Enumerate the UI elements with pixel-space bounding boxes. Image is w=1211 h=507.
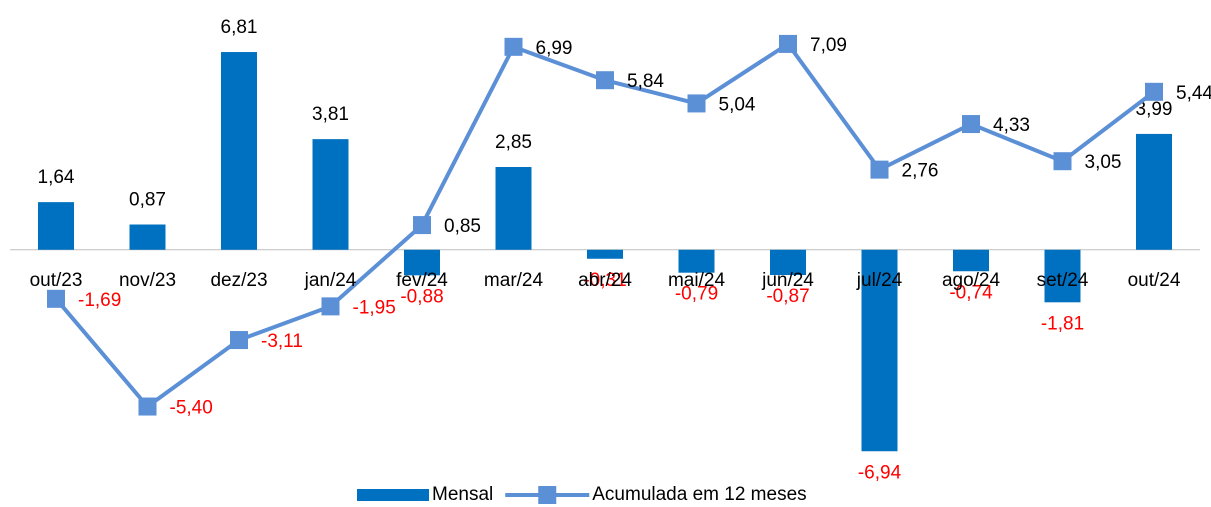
- line-value-label: 5,44: [1176, 83, 1211, 104]
- bar: [678, 249, 715, 273]
- line-value-label: 3,05: [1085, 152, 1122, 173]
- x-tick-label: out/24: [1128, 270, 1181, 291]
- x-tick-label: out/23: [30, 270, 83, 291]
- bar-value-label: -0,31: [583, 270, 626, 291]
- bar: [312, 139, 349, 250]
- line-marker: [870, 160, 889, 179]
- line-marker: [138, 397, 157, 416]
- legend-swatch: [357, 489, 429, 501]
- x-tick-label: mai/24: [668, 270, 725, 291]
- x-tick-label: set/24: [1037, 270, 1089, 291]
- bar: [861, 249, 898, 452]
- bar-value-label: -0,87: [766, 286, 809, 307]
- line-marker: [413, 216, 431, 235]
- line-marker: [1145, 82, 1163, 101]
- bar: [129, 224, 166, 250]
- bar-value-label: -0,79: [675, 284, 718, 305]
- x-tick-label: jul/24: [856, 270, 903, 291]
- line-value-label: -3,11: [261, 331, 303, 352]
- line-value-label: 0,85: [444, 216, 481, 237]
- bar-value-label: -6,94: [858, 462, 902, 483]
- line-marker: [504, 37, 523, 56]
- bar-value-label: -1,81: [1041, 313, 1084, 334]
- line-marker: [687, 94, 706, 113]
- line-marker: [47, 289, 65, 308]
- line-value-label: 4,33: [993, 115, 1030, 136]
- bar-value-label: 0,87: [129, 190, 166, 211]
- bar: [587, 249, 623, 259]
- bar: [1044, 249, 1081, 303]
- line-marker: [230, 331, 248, 350]
- bar-value-label: 3,81: [312, 104, 349, 125]
- x-tick-label: nov/23: [119, 270, 176, 291]
- bar-value-label: 3,99: [1136, 99, 1173, 120]
- line: [54, 41, 1156, 410]
- bar-value-label: -0,74: [949, 282, 993, 303]
- line-marker: [596, 71, 614, 90]
- bar: [770, 249, 806, 276]
- line-value-label: 5,84: [627, 71, 664, 92]
- line-marker: [962, 115, 980, 134]
- x-tick-label: jun/24: [761, 270, 814, 291]
- line-value-label: -1,95: [353, 297, 396, 318]
- legend-label: Mensal: [432, 484, 493, 505]
- x-tick-label: jan/24: [304, 270, 357, 291]
- line-marker: [321, 297, 340, 316]
- bar: [38, 202, 74, 250]
- line-marker: [1053, 152, 1072, 171]
- bar-value-label: 1,64: [38, 167, 75, 188]
- bar: [953, 249, 989, 272]
- line-value-label: -1,69: [78, 290, 121, 311]
- bar: [404, 249, 440, 276]
- bar-value-label: 2,85: [495, 132, 532, 153]
- bar: [221, 52, 257, 250]
- x-tick-label: dez/23: [210, 270, 267, 291]
- legend-swatch: [538, 486, 557, 504]
- x-tick-label: fev/24: [396, 270, 448, 291]
- line-value-label: 7,09: [810, 35, 847, 56]
- bar-value-label: 6,81: [221, 17, 258, 38]
- line-value-label: 6,99: [536, 38, 573, 59]
- line-value-label: 2,76: [902, 161, 939, 182]
- x-tick-label: ago/24: [942, 270, 1001, 291]
- bar: [1136, 133, 1172, 250]
- x-tick-label: mar/24: [484, 270, 544, 291]
- x-tick-label: abr/24: [578, 270, 632, 291]
- bar-value-label: -0,88: [400, 286, 443, 307]
- bar: [495, 167, 532, 250]
- legend-label: Acumulada em 12 meses: [592, 484, 806, 505]
- line-marker: [779, 34, 797, 53]
- line-value-label: -5,40: [170, 398, 213, 419]
- line-value-label: 5,04: [719, 94, 756, 115]
